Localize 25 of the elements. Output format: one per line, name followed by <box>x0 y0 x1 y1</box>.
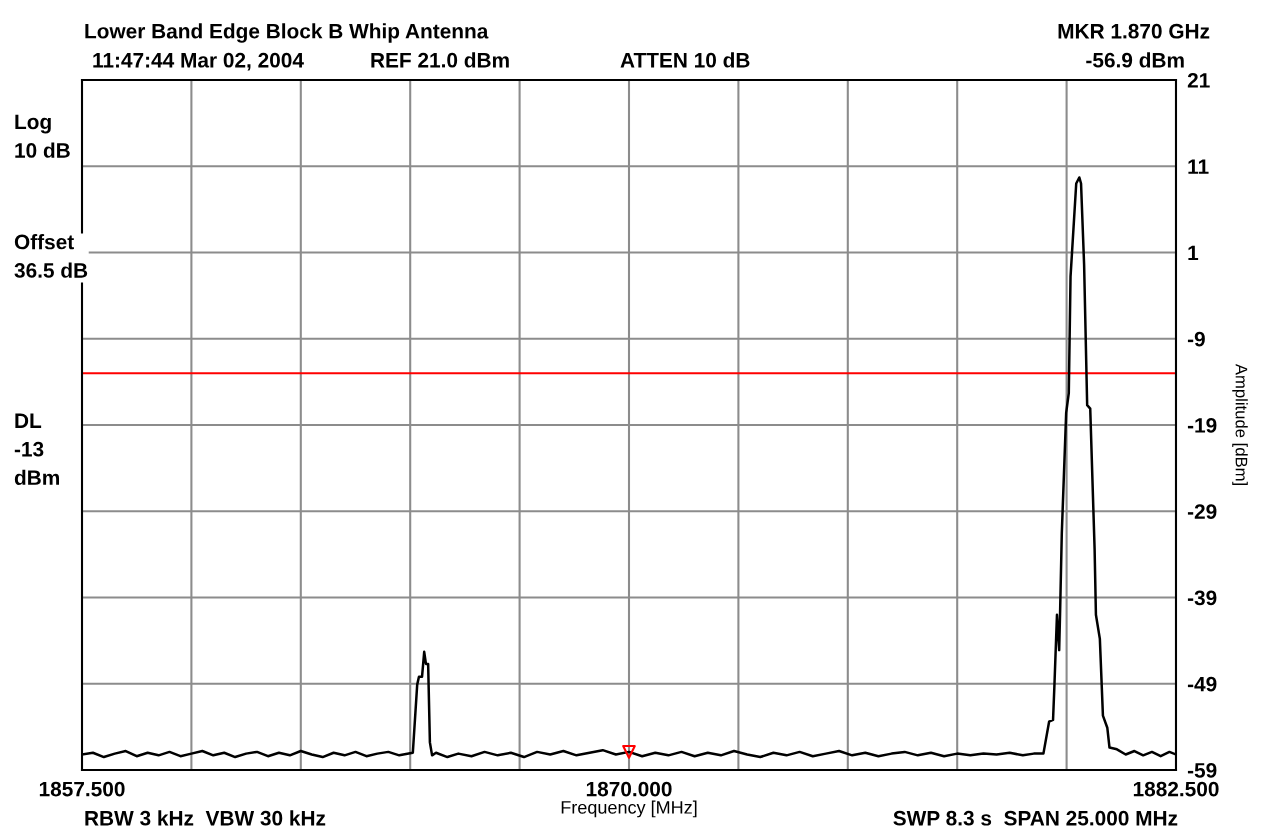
text: RBW 3 kHz VBW 30 kHz <box>85 810 326 826</box>
text: Log 10 dB <box>15 114 70 158</box>
text: SWP 8.3 s SPAN 25.000 MHz <box>893 810 1178 826</box>
y-axis-title: Amplitude [dBm] <box>1232 363 1248 485</box>
x-tick-label: 1882.500 <box>1133 781 1219 797</box>
y-tick-label: -19 <box>1187 418 1217 433</box>
x-tick-label: 1857.500 <box>39 781 125 797</box>
text: -56.9 dBm <box>1086 52 1184 68</box>
y-tick-label: 1 <box>1188 245 1199 261</box>
chart-title: Lower Band Edge Block B Whip Antenna <box>85 23 489 43</box>
text: ATTEN 10 dB <box>620 52 750 68</box>
text: MKR 1.870 GHz <box>1058 23 1210 39</box>
y-tick-label: 11 <box>1188 159 1209 174</box>
x-axis-title: Frequency [MHz] <box>561 800 697 818</box>
y-tick-label: 21 <box>1187 73 1210 88</box>
text: 11:47:44 Mar 02, 2004 <box>93 52 304 71</box>
y-tick-label: -39 <box>1187 590 1217 606</box>
annotation: Offset 36.5 dB <box>14 234 88 278</box>
x-tick-label: 1870.000 <box>586 781 672 797</box>
y-tick-label: -29 <box>1187 504 1217 519</box>
text: REF 21.0 dBm <box>371 52 509 68</box>
y-tick-label: -59 <box>1187 763 1217 778</box>
text: DL -13 dBm <box>14 413 59 486</box>
y-tick-label: -49 <box>1187 676 1217 692</box>
y-tick-label: -9 <box>1187 331 1205 347</box>
